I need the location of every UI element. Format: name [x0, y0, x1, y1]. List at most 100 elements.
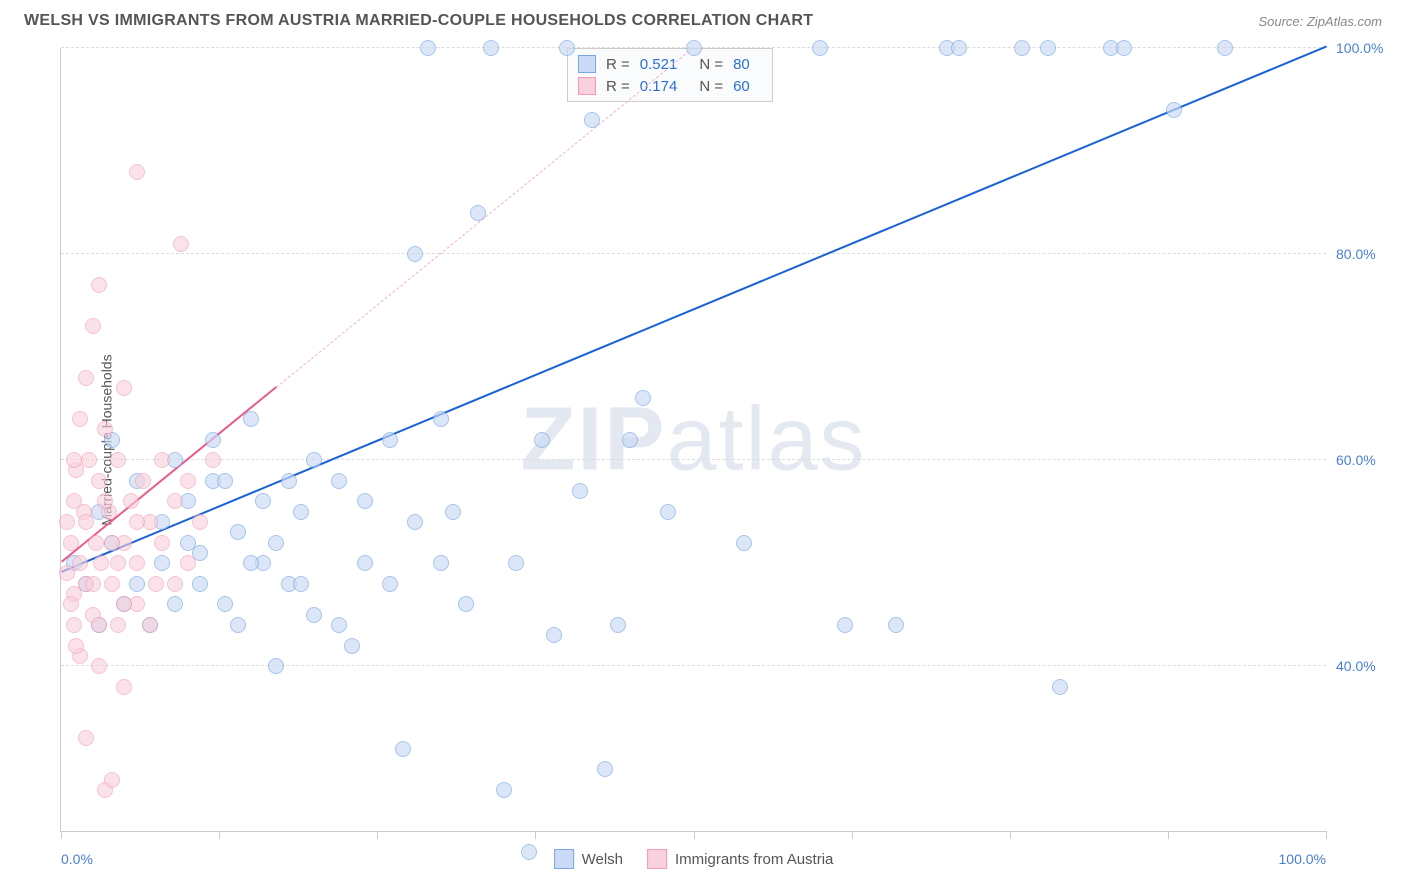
data-point	[154, 452, 170, 468]
data-point	[344, 638, 360, 654]
data-point	[97, 493, 113, 509]
data-point	[382, 432, 398, 448]
data-point	[736, 535, 752, 551]
data-point	[59, 514, 75, 530]
data-point	[458, 596, 474, 612]
r-label: R =	[606, 78, 630, 95]
welsh-legend-label: Welsh	[582, 851, 623, 868]
data-point	[142, 617, 158, 633]
welsh-n-value: 80	[733, 56, 750, 73]
data-point	[78, 730, 94, 746]
data-point	[154, 535, 170, 551]
data-point	[66, 452, 82, 468]
data-point	[116, 380, 132, 396]
data-point	[110, 555, 126, 571]
data-point	[91, 277, 107, 293]
data-point	[559, 40, 575, 56]
x-max-label: 100.0%	[1279, 851, 1326, 867]
data-point	[85, 318, 101, 334]
legend-item-welsh: Welsh	[554, 849, 623, 869]
data-point	[110, 452, 126, 468]
data-point	[104, 535, 120, 551]
data-point	[88, 535, 104, 551]
x-tick	[694, 831, 695, 839]
data-point	[104, 576, 120, 592]
data-point	[622, 432, 638, 448]
data-point	[483, 40, 499, 56]
data-point	[470, 205, 486, 221]
data-point	[129, 576, 145, 592]
chart-title: WELSH VS IMMIGRANTS FROM AUSTRIA MARRIED…	[24, 12, 813, 30]
data-point	[407, 514, 423, 530]
x-min-label: 0.0%	[61, 851, 93, 867]
data-point	[110, 617, 126, 633]
n-label: N =	[699, 78, 723, 95]
data-point	[93, 555, 109, 571]
legend-item-austria: Immigrants from Austria	[647, 849, 833, 869]
x-tick	[377, 831, 378, 839]
data-point	[243, 411, 259, 427]
data-point	[610, 617, 626, 633]
x-tick	[219, 831, 220, 839]
gridline	[61, 665, 1326, 666]
data-point	[63, 535, 79, 551]
data-point	[66, 617, 82, 633]
data-point	[382, 576, 398, 592]
data-point	[72, 411, 88, 427]
data-point	[129, 555, 145, 571]
stats-row-welsh: R = 0.521 N = 80	[578, 53, 762, 75]
x-tick	[1168, 831, 1169, 839]
data-point	[81, 452, 97, 468]
data-point	[357, 493, 373, 509]
data-point	[180, 473, 196, 489]
data-point	[534, 432, 550, 448]
data-point	[597, 761, 613, 777]
data-point	[508, 555, 524, 571]
data-point	[1014, 40, 1030, 56]
data-point	[572, 483, 588, 499]
y-tick-label: 80.0%	[1336, 246, 1396, 262]
data-point	[205, 432, 221, 448]
data-point	[91, 658, 107, 674]
gridline	[61, 459, 1326, 460]
data-point	[91, 617, 107, 633]
data-point	[180, 535, 196, 551]
data-point	[1166, 102, 1182, 118]
data-point	[1040, 40, 1056, 56]
data-point	[496, 782, 512, 798]
data-point	[1052, 679, 1068, 695]
data-point	[433, 555, 449, 571]
data-point	[230, 524, 246, 540]
data-point	[68, 638, 84, 654]
data-point	[135, 473, 151, 489]
data-point	[167, 576, 183, 592]
data-point	[217, 473, 233, 489]
data-point	[1116, 40, 1132, 56]
y-tick-label: 40.0%	[1336, 658, 1396, 674]
data-point	[660, 504, 676, 520]
plot-area: ZIPatlas Married-couple Households R = 0…	[60, 48, 1326, 832]
data-point	[407, 246, 423, 262]
y-tick-label: 100.0%	[1336, 40, 1396, 56]
data-point	[230, 617, 246, 633]
y-tick-label: 60.0%	[1336, 452, 1396, 468]
regression-line	[61, 46, 1327, 573]
data-point	[255, 493, 271, 509]
austria-legend-swatch	[647, 849, 667, 869]
r-label: R =	[606, 56, 630, 73]
x-tick	[852, 831, 853, 839]
stats-row-austria: R = 0.174 N = 60	[578, 75, 762, 97]
data-point	[331, 473, 347, 489]
data-point	[293, 576, 309, 592]
data-point	[63, 596, 79, 612]
data-point	[635, 390, 651, 406]
data-point	[888, 617, 904, 633]
data-point	[167, 596, 183, 612]
austria-n-value: 60	[733, 78, 750, 95]
data-point	[357, 555, 373, 571]
data-point	[192, 514, 208, 530]
data-point	[521, 844, 537, 860]
data-point	[293, 504, 309, 520]
x-tick	[1326, 831, 1327, 839]
data-point	[306, 452, 322, 468]
